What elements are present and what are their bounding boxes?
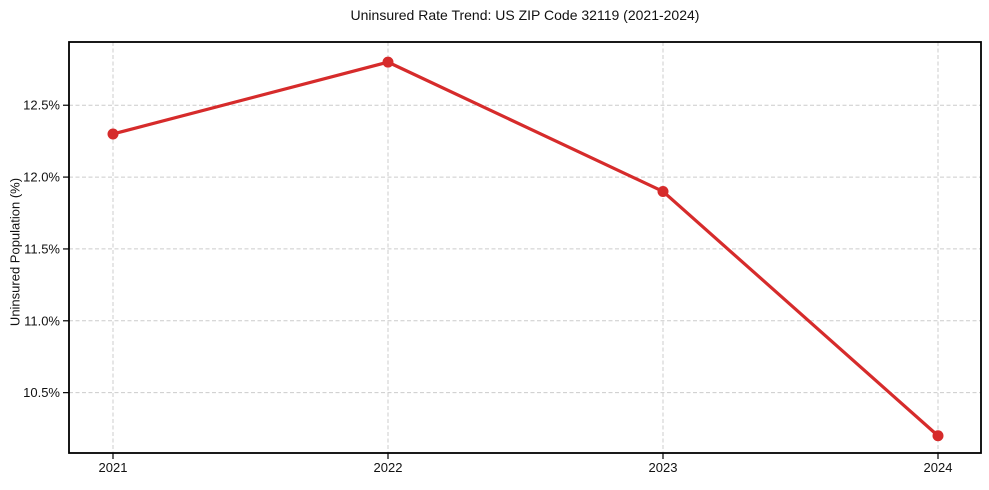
plot-border — [68, 41, 982, 454]
x-tick-label: 2024 — [924, 460, 953, 475]
data-point-2021 — [107, 128, 119, 140]
data-point-2022 — [382, 56, 394, 68]
y-tick-label: 11.5% — [24, 241, 60, 256]
trend-line — [112, 60, 940, 437]
x-tick-label: 2023 — [649, 460, 678, 475]
y-tick-label: 12.0% — [23, 170, 60, 185]
data-point-2023 — [657, 185, 669, 197]
data-point-2024 — [932, 430, 944, 442]
x-tick-label: 2021 — [99, 460, 128, 475]
y-tick-label: 11.0% — [24, 313, 60, 328]
x-tick-label: 2022 — [374, 460, 403, 475]
y-tick-label: 12.5% — [23, 98, 60, 113]
chart-title: Uninsured Rate Trend: US ZIP Code 32119 … — [350, 7, 700, 23]
y-tick-label: 10.5% — [23, 385, 60, 400]
